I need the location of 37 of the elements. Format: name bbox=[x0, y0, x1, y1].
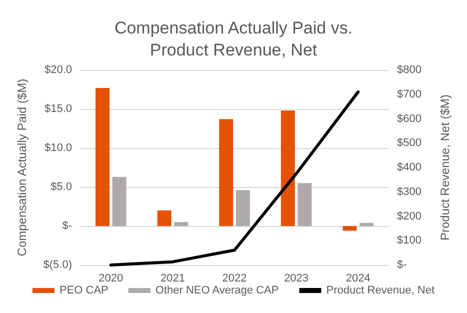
legend-label: Product Revenue, Net bbox=[326, 284, 435, 296]
y-tick-label: $15.0 bbox=[44, 103, 72, 115]
y2-tick-label: $700 bbox=[397, 88, 422, 100]
bar bbox=[280, 110, 295, 226]
y2-tick-label: $200 bbox=[397, 210, 422, 222]
y2-tick-label: $800 bbox=[397, 64, 422, 76]
bar bbox=[157, 210, 172, 226]
y2-tick-label: $- bbox=[397, 259, 408, 271]
y2-tick-label: $100 bbox=[397, 234, 422, 247]
y-tick-label: $20.0 bbox=[44, 64, 72, 76]
x-tick-label: 2022 bbox=[222, 272, 247, 284]
y-tick-label: $(5.0) bbox=[43, 259, 72, 271]
bar bbox=[360, 222, 374, 226]
bar bbox=[174, 222, 188, 226]
legend-label: PEO CAP bbox=[59, 284, 108, 296]
bar bbox=[96, 88, 110, 226]
line-series bbox=[109, 90, 360, 266]
y2-tick-label: $500 bbox=[397, 137, 422, 150]
x-tick-label: 2021 bbox=[160, 272, 185, 284]
bar bbox=[219, 119, 234, 226]
y2-tick-label: $300 bbox=[397, 186, 422, 198]
bar bbox=[342, 226, 357, 231]
x-tick-label: 2020 bbox=[98, 272, 124, 284]
y-tick-label: $- bbox=[62, 220, 72, 232]
legend-label: Other NEO Average CAP bbox=[155, 284, 279, 296]
bar bbox=[112, 176, 126, 226]
bar bbox=[298, 183, 312, 226]
y-tick-label: $10.0 bbox=[44, 142, 72, 154]
y2-axis-title: Product Revenue, Net ($M) bbox=[438, 94, 452, 241]
x-tick-label: 2023 bbox=[284, 272, 309, 284]
y-axis-title: Compensation Actually Paid ($M) bbox=[15, 78, 29, 256]
chart-title: Compensation Actually Paid vs. Product Revenue, Net bbox=[114, 18, 353, 60]
bar bbox=[236, 190, 250, 226]
y2-tick-label: $400 bbox=[397, 162, 422, 174]
y2-tick-label: $600 bbox=[397, 112, 422, 125]
x-tick-label: 2024 bbox=[346, 272, 370, 284]
y-tick-label: $5.0 bbox=[50, 181, 72, 193]
